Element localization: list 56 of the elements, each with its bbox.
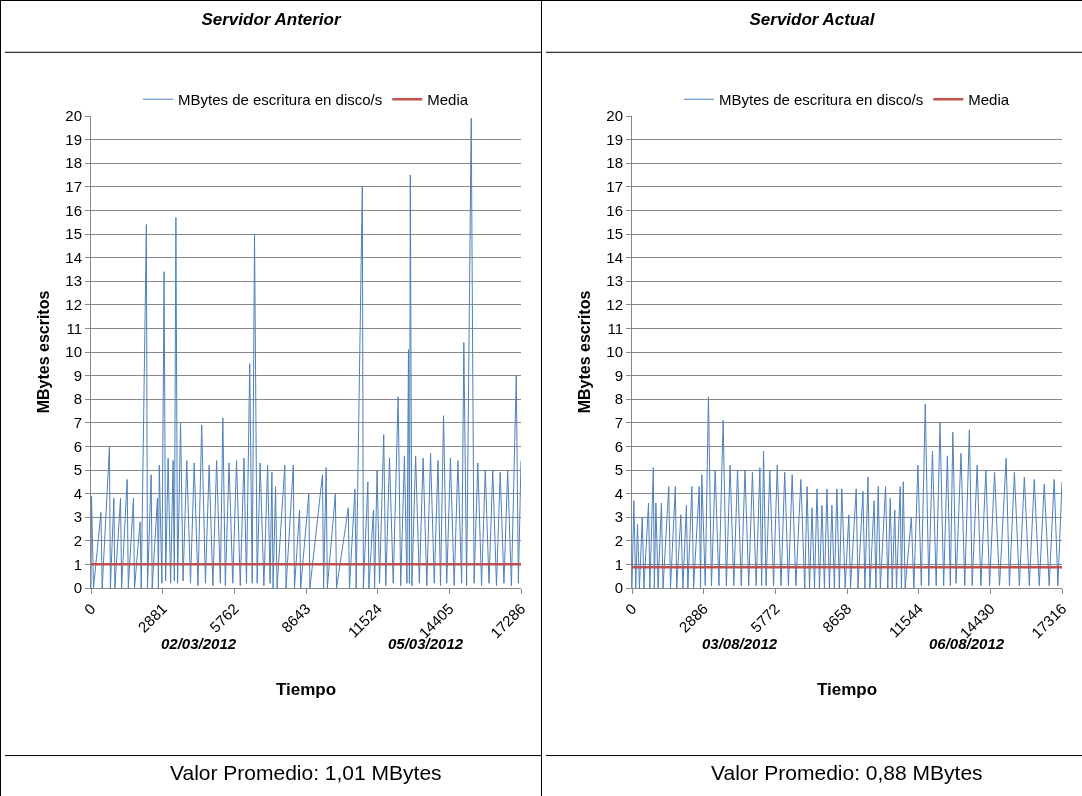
y-tick-label: 8: [614, 390, 623, 408]
y-tick-label: 0: [73, 579, 82, 597]
y-axis-title: MBytes escritos: [576, 290, 593, 414]
y-tick-label: 16: [65, 201, 82, 219]
text: Valor Promedio: 1,01 MBytes: [170, 761, 442, 784]
legend-label: Media: [968, 91, 1010, 109]
y-tick-label: 11: [607, 319, 623, 337]
chart-title: Servidor Anterior: [201, 9, 342, 29]
y-tick-label: 14: [65, 248, 82, 266]
y-tick-label: 13: [65, 272, 82, 290]
y-tick-label: 6: [614, 437, 623, 455]
legend-label: MBytes de escritura en disco/s: [719, 91, 924, 109]
y-tick-label: 6: [73, 437, 82, 455]
y-tick-label: 3: [614, 508, 623, 526]
y-axis-title: MBytes escritos: [35, 290, 52, 414]
y-tick-label: 2: [73, 532, 82, 550]
y-tick-label: 7: [614, 414, 623, 432]
y-tick-label: 17: [606, 178, 623, 196]
x-axis-title: Tiempo: [275, 679, 337, 699]
legend-label: Media: [427, 91, 469, 109]
y-tick-label: 9: [614, 366, 623, 384]
y-tick-label: 19: [606, 130, 623, 148]
y-tick-label: 9: [73, 366, 82, 384]
y-tick-label: 7: [73, 414, 82, 432]
text: Valor Promedio: 0,88 MBytes: [711, 761, 983, 784]
y-tick-label: 8: [73, 390, 82, 408]
legend-label: MBytes de escritura en disco/s: [178, 91, 383, 109]
y-tick-label: 5: [73, 461, 82, 479]
y-tick-label: 14: [606, 248, 623, 266]
y-tick-label: 10: [65, 343, 82, 361]
y-tick-label: 15: [606, 225, 623, 243]
y-tick-label: 18: [65, 154, 82, 172]
y-tick-label: 11: [66, 319, 82, 337]
y-tick-label: 5: [614, 461, 623, 479]
y-tick-label: 1: [614, 555, 623, 573]
y-tick-label: 0: [614, 579, 623, 597]
y-tick-label: 12: [65, 296, 82, 314]
y-tick-label: 20: [65, 107, 82, 125]
y-tick-label: 20: [606, 107, 623, 125]
y-tick-label: 10: [606, 343, 623, 361]
y-tick-label: 19: [65, 130, 82, 148]
y-tick-label: 3: [73, 508, 82, 526]
text: 02/03/2012: [161, 635, 237, 652]
y-tick-label: 12: [606, 296, 623, 314]
y-tick-label: 2: [614, 532, 623, 550]
y-tick-label: 15: [65, 225, 82, 243]
y-tick-label: 17: [65, 178, 82, 196]
chart-title: Servidor Actual: [749, 9, 876, 29]
y-tick-label: 16: [606, 201, 623, 219]
y-tick-label: 18: [606, 154, 623, 172]
y-tick-label: 1: [73, 555, 82, 573]
y-tick-label: 4: [614, 484, 623, 502]
y-tick-label: 4: [73, 484, 82, 502]
y-tick-label: 13: [606, 272, 623, 290]
x-axis-title: Tiempo: [816, 679, 878, 699]
text: 03/08/2012: [702, 635, 778, 652]
